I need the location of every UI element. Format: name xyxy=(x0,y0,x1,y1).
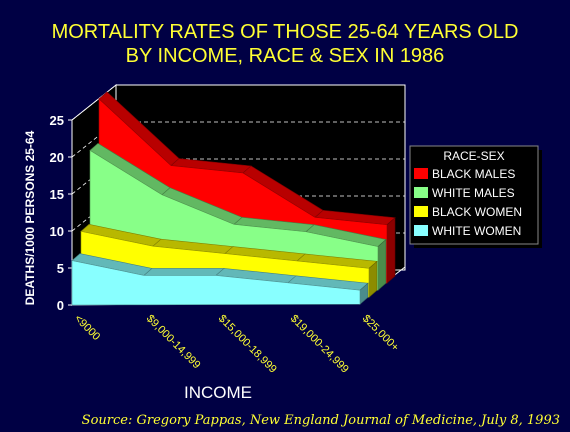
series-top-segment xyxy=(143,268,225,276)
gridline xyxy=(71,121,117,158)
y-tick-label: 5 xyxy=(57,261,64,276)
legend-title: RACE-SEX xyxy=(443,149,504,163)
series-white-women xyxy=(71,253,369,306)
chart-title-line2: BY INCOME, RACE & SEX IN 1986 xyxy=(126,45,445,67)
source-note: Source: Gregory Pappas, New England Jour… xyxy=(82,413,560,428)
chart-title-line1: MORTALITY RATES OF THOSE 25-64 YEARS OLD xyxy=(52,21,519,43)
y-tick-label: 0 xyxy=(57,298,64,313)
x-tick-label: $9,000-14,999 xyxy=(144,313,203,372)
legend-entry: WHITE WOMEN xyxy=(432,224,521,238)
gridline xyxy=(71,84,117,121)
legend-entry: BLACK MALES xyxy=(432,167,515,181)
legend-swatch xyxy=(414,225,428,236)
legend-swatch xyxy=(414,168,428,179)
legend-swatch xyxy=(414,187,428,198)
y-tick-label: 10 xyxy=(50,224,64,239)
y-tick-label: 15 xyxy=(50,187,64,202)
series-end-cap xyxy=(386,217,396,284)
series-areas xyxy=(71,91,396,306)
legend-entry: BLACK WOMEN xyxy=(432,205,522,219)
x-tick-label: $19,000-24,999 xyxy=(288,313,351,376)
legend-box xyxy=(409,145,539,245)
x-axis-label: INCOME xyxy=(184,383,252,402)
x-tick-label: <9000 xyxy=(72,313,102,343)
x-tick-label: $25,000+ xyxy=(360,313,401,354)
legend-entry: WHITE MALES xyxy=(432,186,515,200)
x-tick-label: $15,000-18,999 xyxy=(216,313,279,376)
legend: RACE-SEX BLACK MALES WHITE MALES BLACK WOME… xyxy=(409,145,542,248)
legend-swatch xyxy=(414,206,428,217)
series-area xyxy=(71,260,361,306)
y-axis-label: DEATHS/1000 PERSONS 25-64 xyxy=(23,130,37,305)
series-end-cap xyxy=(377,238,387,291)
y-tick-label: 20 xyxy=(50,150,64,165)
y-tick-label: 25 xyxy=(50,113,64,128)
